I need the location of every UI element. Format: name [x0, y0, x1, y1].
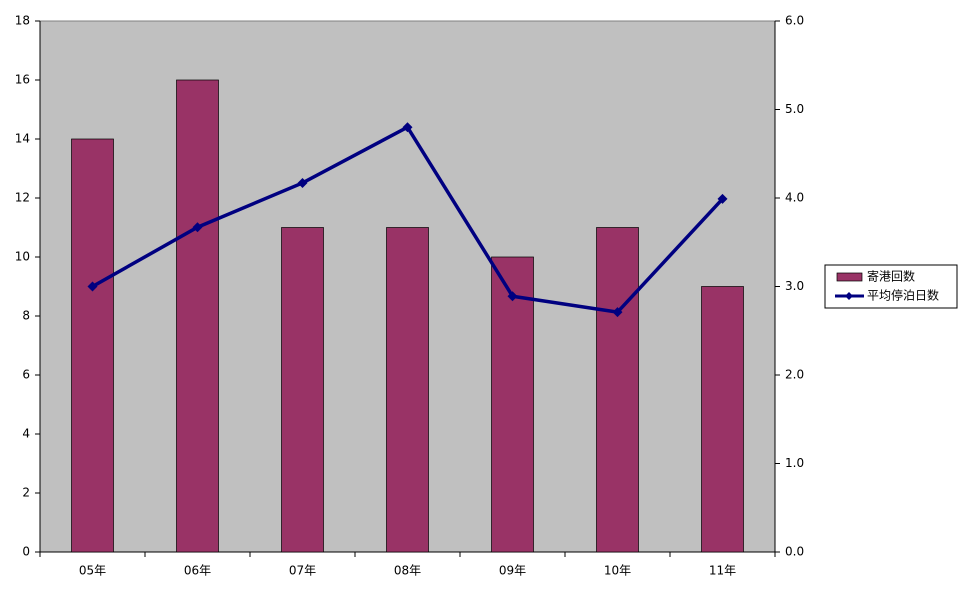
marker [507, 291, 518, 302]
marker [192, 222, 203, 233]
bar [176, 79, 219, 553]
marker [717, 193, 728, 204]
y-tick-label: 2 [22, 486, 30, 500]
y-tick-label: 16 [15, 73, 30, 87]
y2-tick-label: 3.0 [785, 279, 804, 293]
legend-label: 平均停泊日数 [867, 288, 939, 303]
y2-tick-label: 0.0 [785, 545, 804, 559]
y2-tick-label: 5.0 [785, 102, 804, 116]
y-tick-label: 14 [15, 132, 30, 146]
x-tick-label: 11年 [709, 564, 736, 578]
y-tick-label: 10 [15, 250, 30, 264]
x-tick-label: 06年 [184, 564, 211, 578]
bar [71, 138, 114, 553]
legend-box [824, 264, 958, 309]
bar [281, 227, 324, 553]
x-tick-label: 10年 [604, 564, 631, 578]
y2-tick-label: 4.0 [785, 191, 804, 205]
marker [297, 177, 308, 188]
marker [612, 307, 623, 318]
y2-tick-label: 6.0 [785, 14, 804, 28]
x-tick-label: 07年 [289, 564, 316, 578]
marker [402, 122, 413, 133]
legend-marker [845, 292, 853, 300]
marker [87, 281, 98, 292]
y-tick-label: 18 [15, 14, 30, 28]
y-tick-label: 12 [15, 191, 30, 205]
x-tick-label: 09年 [499, 564, 526, 578]
y2-tick-label: 1.0 [785, 456, 804, 470]
legend-label: 寄港回数 [867, 269, 915, 284]
y-tick-label: 8 [22, 309, 30, 323]
bar [386, 227, 429, 553]
y-tick-label: 0 [22, 545, 30, 559]
bar [491, 256, 534, 553]
x-tick-label: 05年 [79, 564, 106, 578]
y-tick-label: 4 [22, 427, 30, 441]
y2-tick-label: 2.0 [785, 368, 804, 382]
legend-swatch [836, 272, 863, 282]
bar [701, 286, 744, 553]
x-tick-label: 08年 [394, 564, 421, 578]
bar [596, 227, 639, 553]
y-tick-label: 6 [22, 368, 30, 382]
